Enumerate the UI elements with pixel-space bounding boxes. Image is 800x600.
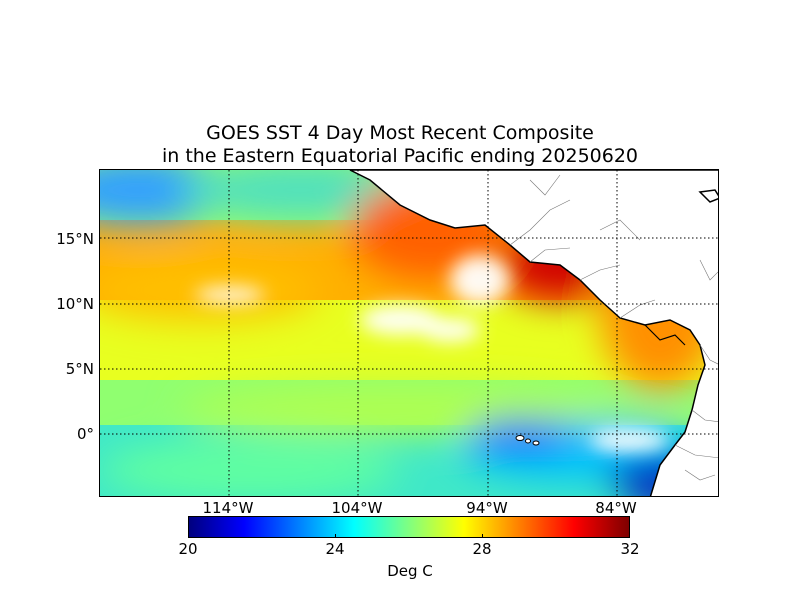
lat-label-10n: 10°N [56, 295, 94, 313]
map-title-line-2: in the Eastern Equatorial Pacific ending… [161, 145, 639, 167]
lon-label-104w: 104°W [331, 499, 383, 517]
country-borders [509, 174, 718, 481]
colorbar-tick-32: 32 [620, 540, 640, 558]
colorbar-tick-28: 28 [472, 540, 492, 558]
land-mass [349, 170, 718, 496]
galapagos-islands [515, 435, 540, 446]
lon-label-84w: 84°W [595, 499, 637, 517]
lat-label-15n: 15°N [56, 230, 94, 248]
sst-map [99, 169, 719, 497]
colorbar-tick-24: 24 [325, 540, 345, 558]
colorbar-label: Deg C [387, 562, 433, 580]
colorbar-tick-mark [335, 534, 336, 538]
colorbar [188, 516, 630, 538]
map-gridlines [100, 170, 718, 496]
map-title-line-1: GOES SST 4 Day Most Recent Composite [206, 122, 594, 144]
sst-field [100, 170, 718, 496]
colorbar-tick-20: 20 [178, 540, 198, 558]
lon-label-114w: 114°W [202, 499, 254, 517]
colorbar-tick-mark [482, 534, 483, 538]
lat-label-5n: 5°N [65, 360, 94, 378]
lon-label-94w: 94°W [466, 499, 508, 517]
sst-map-canvas [100, 170, 718, 496]
lat-label-0: 0° [76, 425, 94, 443]
